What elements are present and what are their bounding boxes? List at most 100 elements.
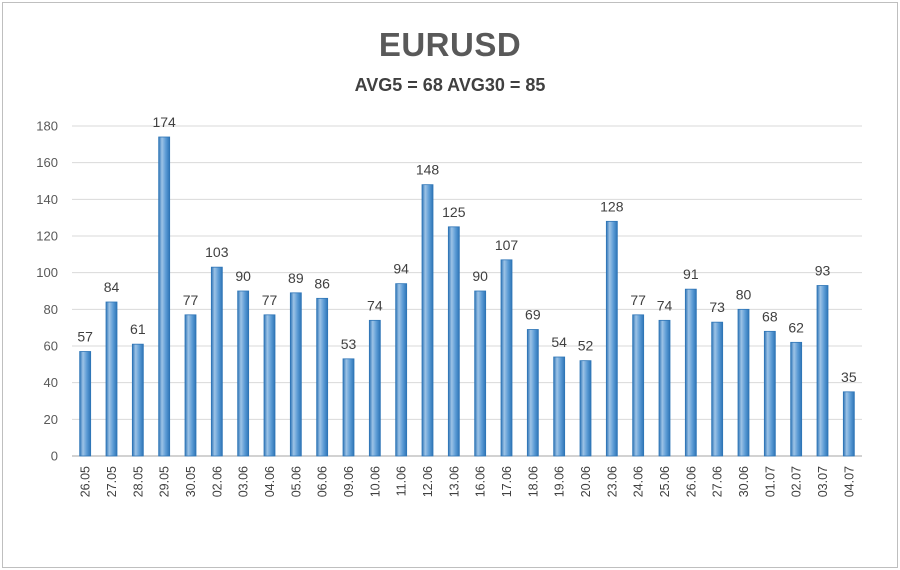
data-label: 90 <box>235 268 251 284</box>
data-label: 94 <box>393 261 409 277</box>
data-label: 54 <box>551 334 567 350</box>
bar <box>711 321 724 457</box>
bar <box>342 358 355 457</box>
y-tick-label: 0 <box>51 449 58 464</box>
data-label: 107 <box>495 237 519 253</box>
bar <box>763 330 776 457</box>
y-tick-label: 180 <box>36 119 58 134</box>
data-label: 74 <box>657 297 673 313</box>
bar <box>737 308 750 457</box>
x-tick-label: 02.07 <box>790 466 804 497</box>
x-tick-label: 03.06 <box>237 466 251 497</box>
x-tick-label: 09.06 <box>342 466 356 497</box>
x-tick-label: 25.06 <box>658 466 672 497</box>
data-label: 91 <box>683 266 699 282</box>
data-label: 77 <box>183 292 199 308</box>
x-tick-label: 26.05 <box>79 466 93 497</box>
data-label: 84 <box>104 279 120 295</box>
x-tick-label: 27.06 <box>711 466 725 497</box>
bar <box>105 301 118 457</box>
data-label: 68 <box>762 308 778 324</box>
x-tick-label: 29.05 <box>158 466 172 497</box>
y-tick-label: 160 <box>36 155 58 170</box>
data-label: 148 <box>416 162 440 178</box>
bars-layer <box>79 136 855 457</box>
y-tick-label: 100 <box>36 265 58 280</box>
data-label: 53 <box>341 336 357 352</box>
data-label: 74 <box>367 297 383 313</box>
y-tick-label: 80 <box>44 302 58 317</box>
data-label: 69 <box>525 307 541 323</box>
bar <box>790 341 803 457</box>
x-tick-label: 28.05 <box>131 466 145 497</box>
bar <box>368 319 381 457</box>
x-tick-label: 02.06 <box>210 466 224 497</box>
x-tick-label: 10.06 <box>368 466 382 497</box>
x-tick-label: 13.06 <box>447 466 461 497</box>
data-label: 77 <box>630 292 646 308</box>
x-tick-label: 20.06 <box>579 466 593 497</box>
bar <box>184 314 197 457</box>
bar <box>842 391 855 457</box>
bar <box>816 285 829 457</box>
x-tick-label: 06.06 <box>316 466 330 497</box>
bar <box>158 136 171 457</box>
x-tick-label: 17.06 <box>500 466 514 497</box>
x-tick-label: 23.06 <box>605 466 619 497</box>
data-label: 86 <box>314 275 330 291</box>
bar <box>79 351 92 457</box>
grid-layer <box>72 125 862 457</box>
x-tick-label: 16.06 <box>474 466 488 497</box>
data-label: 52 <box>578 338 594 354</box>
x-tick-label: 04.07 <box>842 466 856 497</box>
bar <box>421 184 434 457</box>
bar <box>632 314 645 457</box>
data-label: 128 <box>600 198 624 214</box>
y-tick-label: 140 <box>36 192 58 207</box>
data-label: 73 <box>709 299 725 315</box>
bar <box>553 356 566 457</box>
bar <box>500 259 513 457</box>
x-tick-label: 04.06 <box>263 466 277 497</box>
chart-title: EURUSD <box>378 26 522 63</box>
x-tick-label: 11.06 <box>395 466 409 496</box>
bar <box>474 290 487 457</box>
bar <box>131 343 144 457</box>
data-label: 61 <box>130 321 146 337</box>
bar <box>237 290 250 457</box>
y-tick-label: 40 <box>44 375 58 390</box>
x-tick-label: 26.06 <box>684 466 698 497</box>
bar <box>395 283 408 457</box>
y-tick-label: 120 <box>36 229 58 244</box>
data-label: 77 <box>262 292 278 308</box>
bar <box>605 220 618 457</box>
data-label: 103 <box>205 244 229 260</box>
x-tick-label: 12.06 <box>421 466 435 497</box>
bar <box>289 292 302 457</box>
x-tick-label: 05.06 <box>289 466 303 497</box>
data-label: 90 <box>472 268 488 284</box>
labels-layer: 0 20 40 60 80 100 120 140 160 180 57 26.05 84 27.05 61… <box>36 114 857 497</box>
x-tick-label: 19.06 <box>553 466 567 497</box>
x-tick-label: 27.05 <box>105 466 119 497</box>
x-tick-label: 30.05 <box>184 466 198 497</box>
chart-subtitle: AVG5 = 68 AVG30 = 85 <box>354 75 546 95</box>
data-label: 62 <box>788 319 804 335</box>
y-tick-label: 60 <box>44 339 58 354</box>
bar <box>316 297 329 457</box>
bar <box>263 314 276 457</box>
data-label: 35 <box>841 369 857 385</box>
bar <box>526 329 539 457</box>
data-label: 174 <box>152 114 176 130</box>
data-label: 93 <box>815 263 831 279</box>
bar <box>447 226 460 457</box>
data-label: 125 <box>442 204 466 220</box>
bar <box>210 266 223 457</box>
x-tick-label: 30.06 <box>737 466 751 497</box>
data-label: 89 <box>288 270 304 286</box>
y-tick-label: 20 <box>44 412 58 427</box>
x-tick-label: 01.07 <box>763 466 777 497</box>
x-tick-label: 24.06 <box>632 466 646 497</box>
data-label: 57 <box>77 329 93 345</box>
